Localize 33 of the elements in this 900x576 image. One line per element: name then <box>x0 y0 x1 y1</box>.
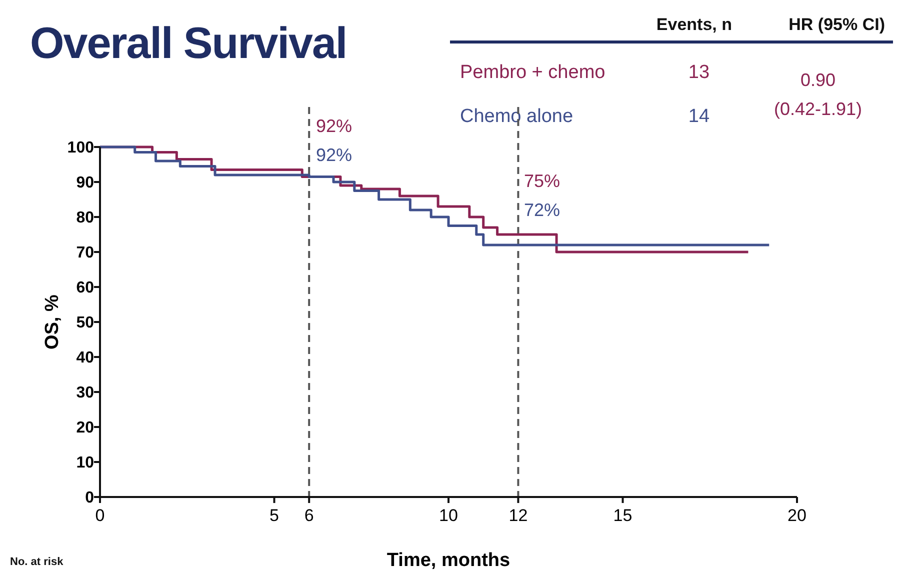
text: 0.90 <box>800 70 836 90</box>
text: Events, n <box>656 15 732 34</box>
x-tick-label: 10 <box>439 506 458 525</box>
text: 92% <box>316 116 352 136</box>
text: HR (95% CI) <box>788 15 885 34</box>
y-tick-label: 70 <box>76 244 94 262</box>
y-tick-label: 10 <box>76 454 94 472</box>
y-tick-label: 40 <box>76 350 94 367</box>
text: 14 <box>688 106 710 127</box>
y-tick-label: 50 <box>76 314 94 332</box>
text: 13 <box>688 62 710 83</box>
y-tick-label: 20 <box>76 420 94 437</box>
y-tick-label: 0 <box>85 490 94 507</box>
x-tick-label: 20 <box>788 506 806 525</box>
chart-title: Overall Survival <box>30 19 347 68</box>
y-tick-label: 60 <box>76 280 94 297</box>
x-tick-label: 15 <box>613 506 632 525</box>
x-tick-label: 5 <box>270 506 279 525</box>
x-tick-label: 6 <box>304 506 314 525</box>
text: Pembro + chemo <box>460 62 606 83</box>
x-tick-label: 12 <box>508 506 528 525</box>
y-tick-label: 90 <box>76 174 94 192</box>
annotation: 72% <box>524 200 560 220</box>
y-tick-label: 80 <box>76 210 94 227</box>
annotation: 75% <box>524 171 560 191</box>
annotation: 92% <box>316 145 352 165</box>
y-tick-label: 100 <box>67 140 94 157</box>
text: (0.42-1.91) <box>774 99 862 119</box>
text: Chemo alone <box>460 106 574 127</box>
text: No. at risk <box>10 556 64 568</box>
x-axis-title: Time, months <box>386 550 510 571</box>
y-tick-label: 30 <box>76 384 94 402</box>
y-axis-title: OS, % <box>42 294 63 350</box>
